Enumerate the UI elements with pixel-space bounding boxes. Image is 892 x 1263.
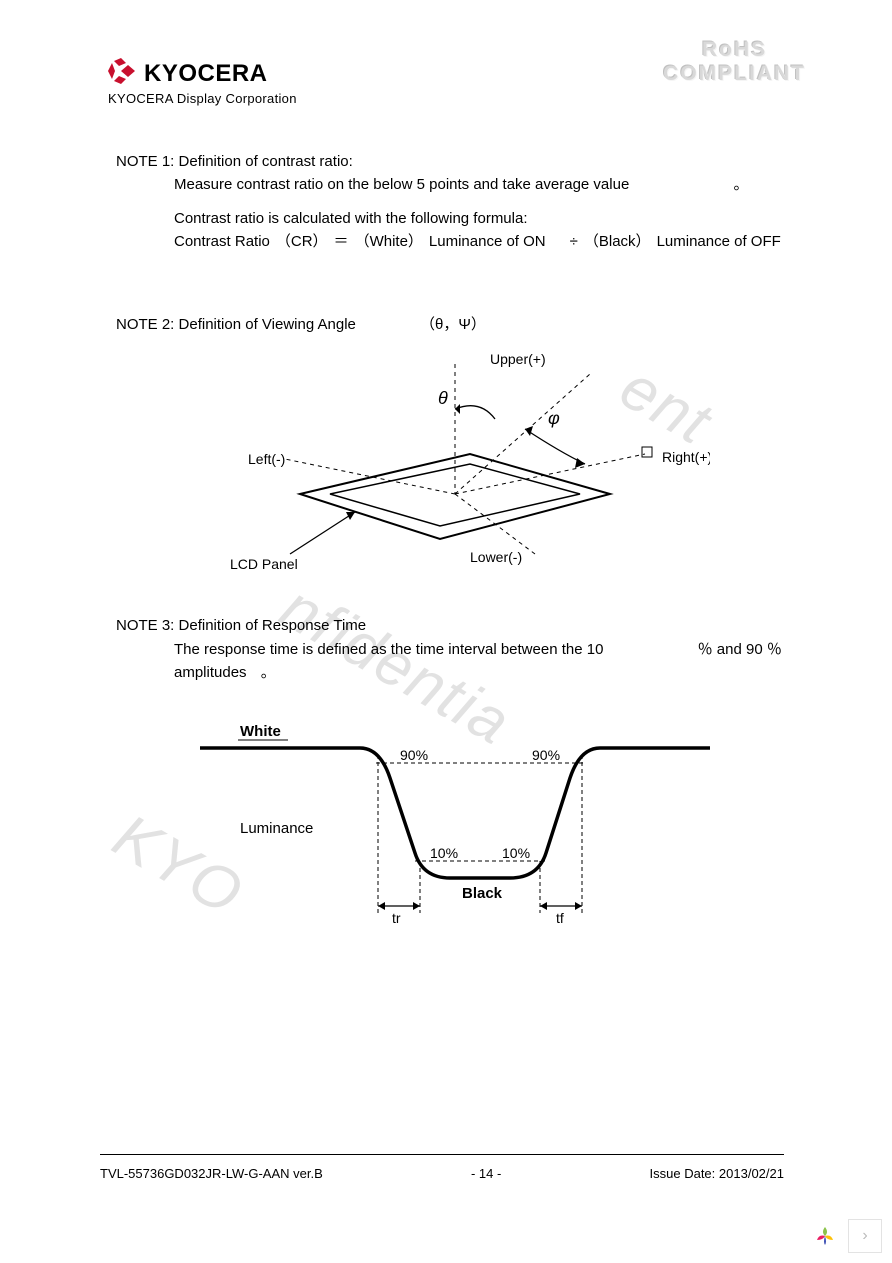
chevron-right-icon: ›	[862, 1227, 867, 1245]
rohs-badge: RoHS COMPLIANT	[663, 38, 806, 86]
note2-label: NOTE 2:	[116, 316, 174, 333]
content-area: NOTE 1: Definition of contrast ratio: Me…	[116, 150, 784, 928]
formula-eq: ＝	[334, 230, 349, 253]
note3-label: NOTE 3:	[116, 617, 174, 634]
footer: TVL-55736GD032JR-LW-G-AAN ver.B - 14 - I…	[100, 1166, 784, 1181]
note3-title: Definition of Response Time	[179, 617, 367, 634]
footer-date-value: 2013/02/21	[719, 1166, 784, 1181]
note-2: NOTE 2: Definition of Viewing Angle （θ，Ψ…	[116, 313, 784, 574]
brand-subtitle: KYOCERA Display Corporation	[108, 91, 297, 106]
note1-line2: Contrast ratio is calculated with the fo…	[174, 210, 528, 227]
footer-date-label: Issue Date:	[650, 1166, 716, 1181]
formula-lum-off: Luminance of OFF	[657, 230, 781, 253]
rt-10-right: 10%	[502, 845, 530, 861]
kyocera-logo-icon	[108, 58, 138, 89]
note3-dot: 。	[261, 664, 276, 681]
viewer-logo-icon[interactable]	[808, 1219, 842, 1253]
rt-white: White	[240, 723, 281, 740]
footer-date: Issue Date: 2013/02/21	[650, 1166, 784, 1181]
page: KYO nfidentia ent KYOCERA KYOCERA Displa…	[0, 0, 892, 1263]
footer-page: - 14 -	[471, 1166, 501, 1181]
diagram-right-label: Right(+)	[662, 449, 710, 465]
rt-luminance: Luminance	[240, 820, 313, 837]
rt-90-right: 90%	[532, 747, 560, 763]
rohs-line2: COMPLIANT	[663, 62, 806, 86]
note1-dot: 。	[733, 176, 748, 193]
note3-pct1: ％	[698, 641, 713, 658]
response-time-diagram: White Luminance Black 90% 90% 10% 10% tr…	[116, 698, 784, 928]
brand-name: KYOCERA	[144, 60, 268, 88]
note2-title: Definition of Viewing Angle	[179, 316, 356, 333]
diagram-panel-label: LCD Panel	[230, 556, 298, 572]
footer-divider	[100, 1154, 784, 1155]
formula-lum-on: Luminance of ON	[429, 230, 546, 253]
note3-line1a: The response time is defined as the time…	[174, 641, 603, 658]
note-3: NOTE 3: Definition of Response Time The …	[116, 614, 784, 928]
rt-tr: tr	[392, 910, 401, 926]
rt-10-left: 10%	[430, 845, 458, 861]
note2-symbols: （θ，Ψ）	[420, 316, 486, 333]
bottom-nav: ›	[808, 1219, 882, 1253]
note1-label: NOTE 1:	[116, 153, 174, 170]
diagram-phi: φ	[548, 408, 560, 428]
diagram-theta: θ	[438, 388, 448, 408]
formula-left: Contrast Ratio	[174, 230, 270, 253]
note1-title: Definition of contrast ratio:	[179, 153, 353, 170]
formula-white: （White）	[355, 230, 423, 253]
formula-div: ÷	[570, 230, 578, 253]
footer-doc: TVL-55736GD032JR-LW-G-AAN ver.B	[100, 1166, 323, 1181]
brand-header: KYOCERA KYOCERA Display Corporation	[108, 58, 297, 106]
rohs-line1: RoHS	[663, 38, 806, 62]
note3-pct2: ％	[767, 641, 782, 658]
diagram-left-label: Left(-)	[248, 451, 285, 467]
note-1: NOTE 1: Definition of contrast ratio: Me…	[116, 150, 784, 253]
rt-black: Black	[462, 885, 503, 902]
note3-line1b: and 90	[717, 641, 763, 658]
diagram-upper-label: Upper(+)	[490, 351, 546, 367]
contrast-formula: Contrast Ratio （CR） ＝ （White） Luminance …	[116, 230, 784, 253]
diagram-lower-label: Lower(-)	[470, 549, 522, 565]
formula-cr: （CR）	[276, 230, 328, 253]
note3-line2: amplitudes	[174, 664, 247, 681]
next-page-button[interactable]: ›	[848, 1219, 882, 1253]
viewing-angle-diagram: Upper(+) Left(-) Right(+) Lower(-) θ φ L…	[116, 344, 784, 574]
rt-tf: tf	[556, 910, 564, 926]
note1-line1: Measure contrast ratio on the below 5 po…	[174, 176, 629, 193]
rt-90-left: 90%	[400, 747, 428, 763]
formula-black: （Black）	[584, 230, 651, 253]
